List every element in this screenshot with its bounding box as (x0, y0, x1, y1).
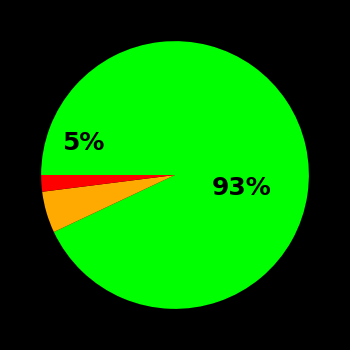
Wedge shape (41, 41, 309, 309)
Text: 5%: 5% (62, 132, 105, 155)
Wedge shape (42, 175, 175, 232)
Wedge shape (41, 175, 175, 192)
Text: 93%: 93% (211, 176, 271, 199)
